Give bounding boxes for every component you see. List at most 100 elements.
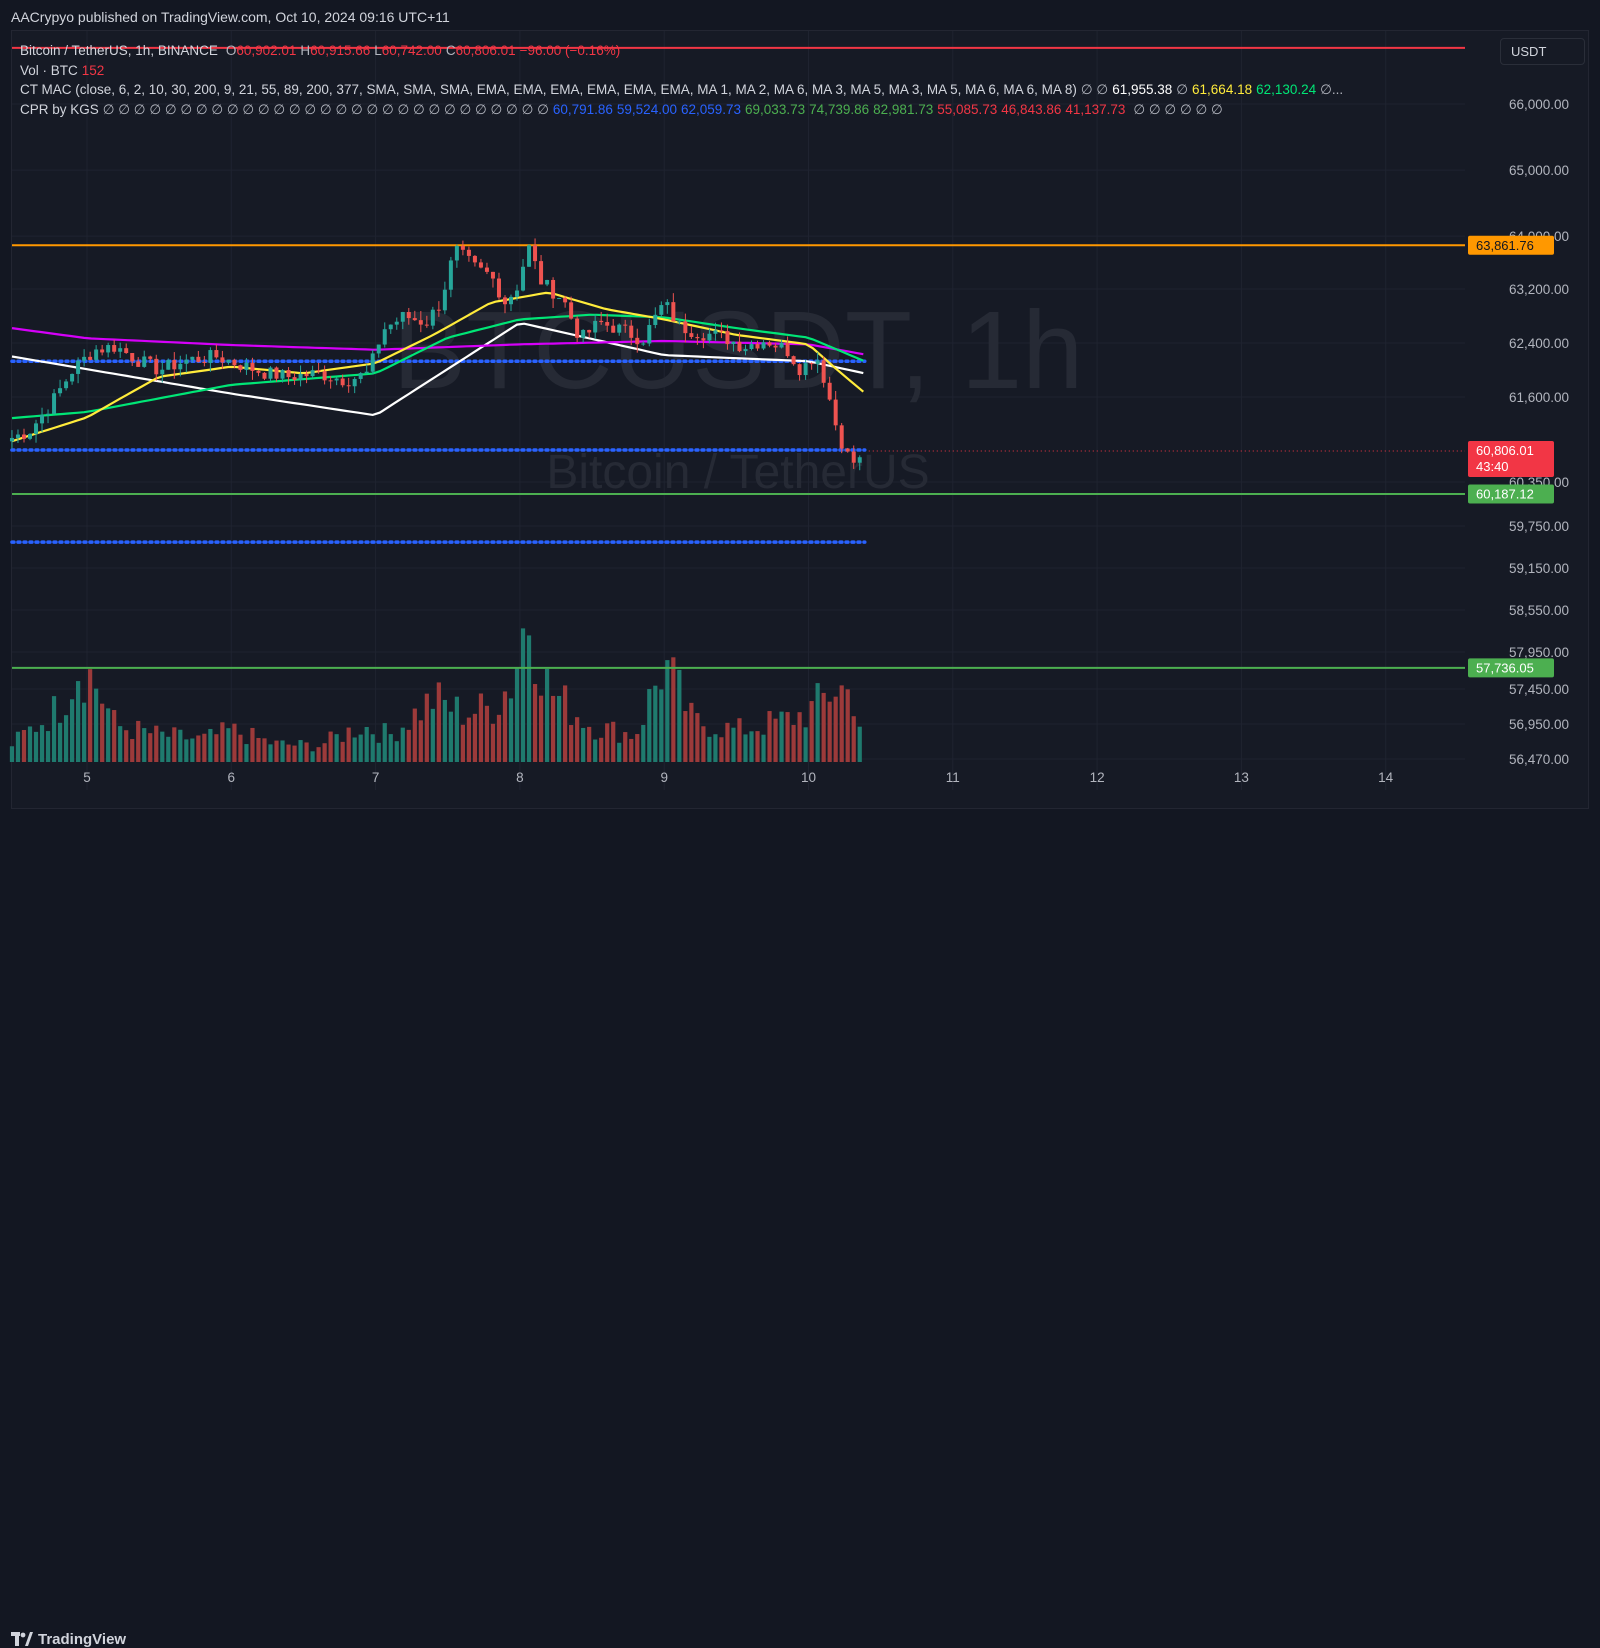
volume-bar — [460, 724, 466, 762]
candle-body — [280, 370, 285, 379]
volume-bar — [76, 681, 81, 762]
volume-label: Vol · BTC — [20, 62, 78, 78]
candle-body — [593, 320, 598, 333]
candle-body — [545, 279, 550, 285]
mac-value-2: 61,664.18 — [1192, 82, 1253, 97]
cpr-value: 59,524.00 — [616, 101, 677, 117]
candle-body — [635, 337, 640, 345]
candle-body — [671, 302, 676, 322]
ohlc-open-label: O — [225, 43, 237, 58]
sma-purple — [11, 327, 864, 356]
top-bar: AACrypyo published on TradingView.com, O… — [0, 0, 1600, 30]
cpr-value: 74,739.86 — [809, 101, 870, 117]
candle-body — [364, 371, 369, 374]
ohlc-close-value: 60,806.01 — [455, 43, 516, 58]
time-tick-label: 12 — [1090, 770, 1105, 785]
candle-body — [9, 437, 14, 442]
volume-bar — [496, 714, 502, 762]
price-chart[interactable]: BTCUSDT, 1h Bitcoin / TetherUS 66,000.00… — [0, 0, 1600, 849]
volume-bar — [196, 735, 201, 762]
candle-body — [509, 296, 514, 305]
candle-body — [178, 363, 183, 370]
candle-body — [845, 448, 850, 452]
candle-body — [466, 249, 471, 256]
volume-bar — [557, 695, 562, 762]
volume-bar — [773, 718, 778, 762]
candle-body — [256, 370, 261, 373]
candle-body — [496, 278, 501, 298]
tradingview-brand[interactable]: TradingView — [11, 1630, 126, 1648]
volume-bar — [569, 725, 574, 762]
candle-body — [719, 330, 724, 332]
volume-bar — [827, 701, 832, 762]
legend-symbol-row[interactable]: Bitcoin / TetherUS, 1h, BINANCE O60,902.0… — [20, 41, 1347, 61]
candle-body — [713, 330, 718, 334]
volume-bar — [839, 685, 844, 762]
volume-bar — [316, 747, 321, 762]
candle-body — [298, 373, 303, 381]
legend-mac-row[interactable]: CT MAC (close, 6, 2, 10, 30, 200, 9, 21,… — [20, 80, 1347, 100]
volume-bar — [292, 745, 297, 762]
currency-selector[interactable]: USDT — [1500, 38, 1585, 65]
volume-bar — [9, 746, 15, 762]
orange-resistance-tag-bg — [1468, 235, 1554, 255]
volume-bar — [334, 734, 339, 762]
volume-bar — [406, 729, 411, 762]
candle-body — [382, 329, 387, 345]
volume-bar — [148, 733, 153, 762]
candle-body — [454, 245, 459, 261]
candle-body — [533, 245, 538, 262]
candle-body — [184, 359, 189, 364]
volume-bar — [581, 727, 586, 762]
legend-cpr-row[interactable]: CPR by KGS ∅ ∅ ∅ ∅ ∅ ∅ ∅ ∅ ∅ ∅ ∅ ∅ ∅ ∅ ∅ … — [20, 100, 1347, 120]
time-tick-label: 6 — [228, 770, 236, 785]
volume-bar — [370, 734, 375, 762]
volume-bar — [845, 689, 850, 762]
volume-bar — [256, 737, 261, 762]
volume-bar — [178, 729, 183, 762]
candle-body — [28, 433, 33, 439]
candle-body — [839, 425, 844, 449]
candle-body — [623, 324, 628, 326]
candle-body — [478, 262, 483, 268]
published-by-text: AACrypyo published on TradingView.com, O… — [11, 9, 450, 25]
legend-volume-row[interactable]: Vol · BTC 152 — [20, 61, 1347, 81]
mac-value-3: 62,130.24 — [1256, 82, 1317, 97]
volume-bar — [857, 726, 862, 762]
volume-bar — [57, 722, 63, 762]
volume-bar — [575, 717, 580, 762]
volume-bar — [677, 669, 682, 762]
volume-bar — [611, 721, 616, 762]
volume-bar — [749, 731, 754, 762]
chart-pane[interactable] — [11, 30, 1589, 809]
candle-body — [394, 321, 399, 325]
candle-body — [88, 356, 93, 360]
volume-bar — [418, 720, 423, 762]
mac-value-1: 61,955.38 — [1112, 82, 1173, 97]
tradingview-logo-icon — [11, 1632, 33, 1646]
candle-body — [15, 434, 20, 438]
price-tick-label: 57,450.00 — [1509, 682, 1569, 697]
volume-bar — [208, 728, 213, 762]
time-axis: 5 6 7 8 9 10 11 12 13 14 — [83, 770, 1393, 785]
volume-bar — [21, 730, 27, 762]
volume-bar — [118, 726, 123, 762]
candle-body — [743, 349, 748, 352]
volume-bar — [430, 708, 435, 762]
candle-body — [617, 324, 622, 333]
candle-body — [412, 318, 417, 321]
price-tick-label: 65,000.00 — [1509, 163, 1569, 178]
volume-bar — [45, 731, 51, 762]
candle-body — [322, 371, 327, 381]
volume-bar — [526, 635, 532, 762]
volume-bar — [280, 740, 285, 762]
candle-body — [749, 344, 754, 350]
footer: TradingView — [0, 809, 1600, 1648]
time-tick-label: 13 — [1234, 770, 1249, 785]
watermark-name: Bitcoin / TetherUS — [546, 446, 929, 499]
volume-bar — [298, 740, 303, 762]
volume-bar — [69, 699, 75, 762]
volume-bar — [623, 732, 628, 762]
green-support-2-tag-bg — [1468, 658, 1554, 678]
volume-bar — [809, 701, 814, 762]
